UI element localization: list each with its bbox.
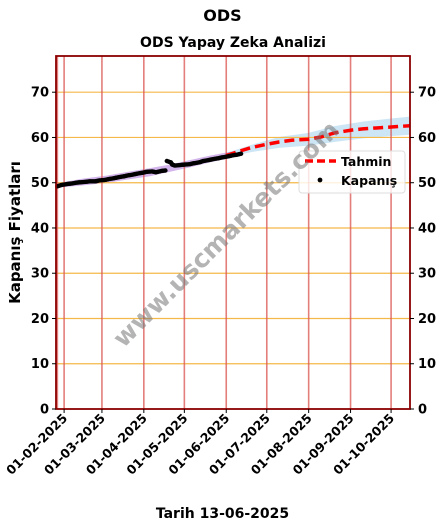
close-point (163, 168, 168, 173)
y-tick-label: 20 (31, 312, 49, 327)
y-tick-label: 0 (40, 403, 49, 418)
y-tick-label-right: 10 (418, 357, 436, 372)
page-title: ODS (203, 6, 242, 25)
y-tick-label-right: 0 (418, 403, 427, 418)
legend-box (298, 150, 406, 194)
y-tick-label: 10 (31, 357, 49, 372)
y-tick-label: 50 (31, 176, 49, 191)
y-axis-label: Kapanış Fiyatları (6, 161, 24, 304)
legend-close-swatch (317, 177, 323, 183)
close-point (238, 151, 244, 156)
forecast-line (225, 123, 411, 158)
legend-close-label: Kapanış (341, 173, 397, 188)
y-tick-label-right: 70 (418, 86, 436, 101)
y-tick-label-right: 60 (418, 131, 436, 146)
y-tick-label-right: 50 (418, 176, 436, 191)
legend: Tahmin Kapanış (298, 150, 406, 194)
y-tick-label-right: 20 (418, 312, 436, 327)
plot-frame (55, 55, 411, 410)
month-lines (56, 56, 392, 409)
y-tick-label: 70 (31, 86, 49, 101)
y-tick-label-right: 30 (418, 267, 436, 282)
y-tick-label: 40 (31, 221, 49, 236)
y-tick-label: 60 (31, 131, 49, 146)
close-series (55, 151, 244, 189)
forecast-series (225, 123, 411, 158)
y-tick-label: 30 (31, 267, 49, 282)
chart-title: ODS Yapay Zeka Analizi (140, 35, 326, 51)
y-tick-label-right: 40 (418, 221, 436, 236)
legend-forecast-label: Tahmin (341, 154, 391, 169)
date-footer: Tarih 13-06-2025 (155, 506, 290, 522)
